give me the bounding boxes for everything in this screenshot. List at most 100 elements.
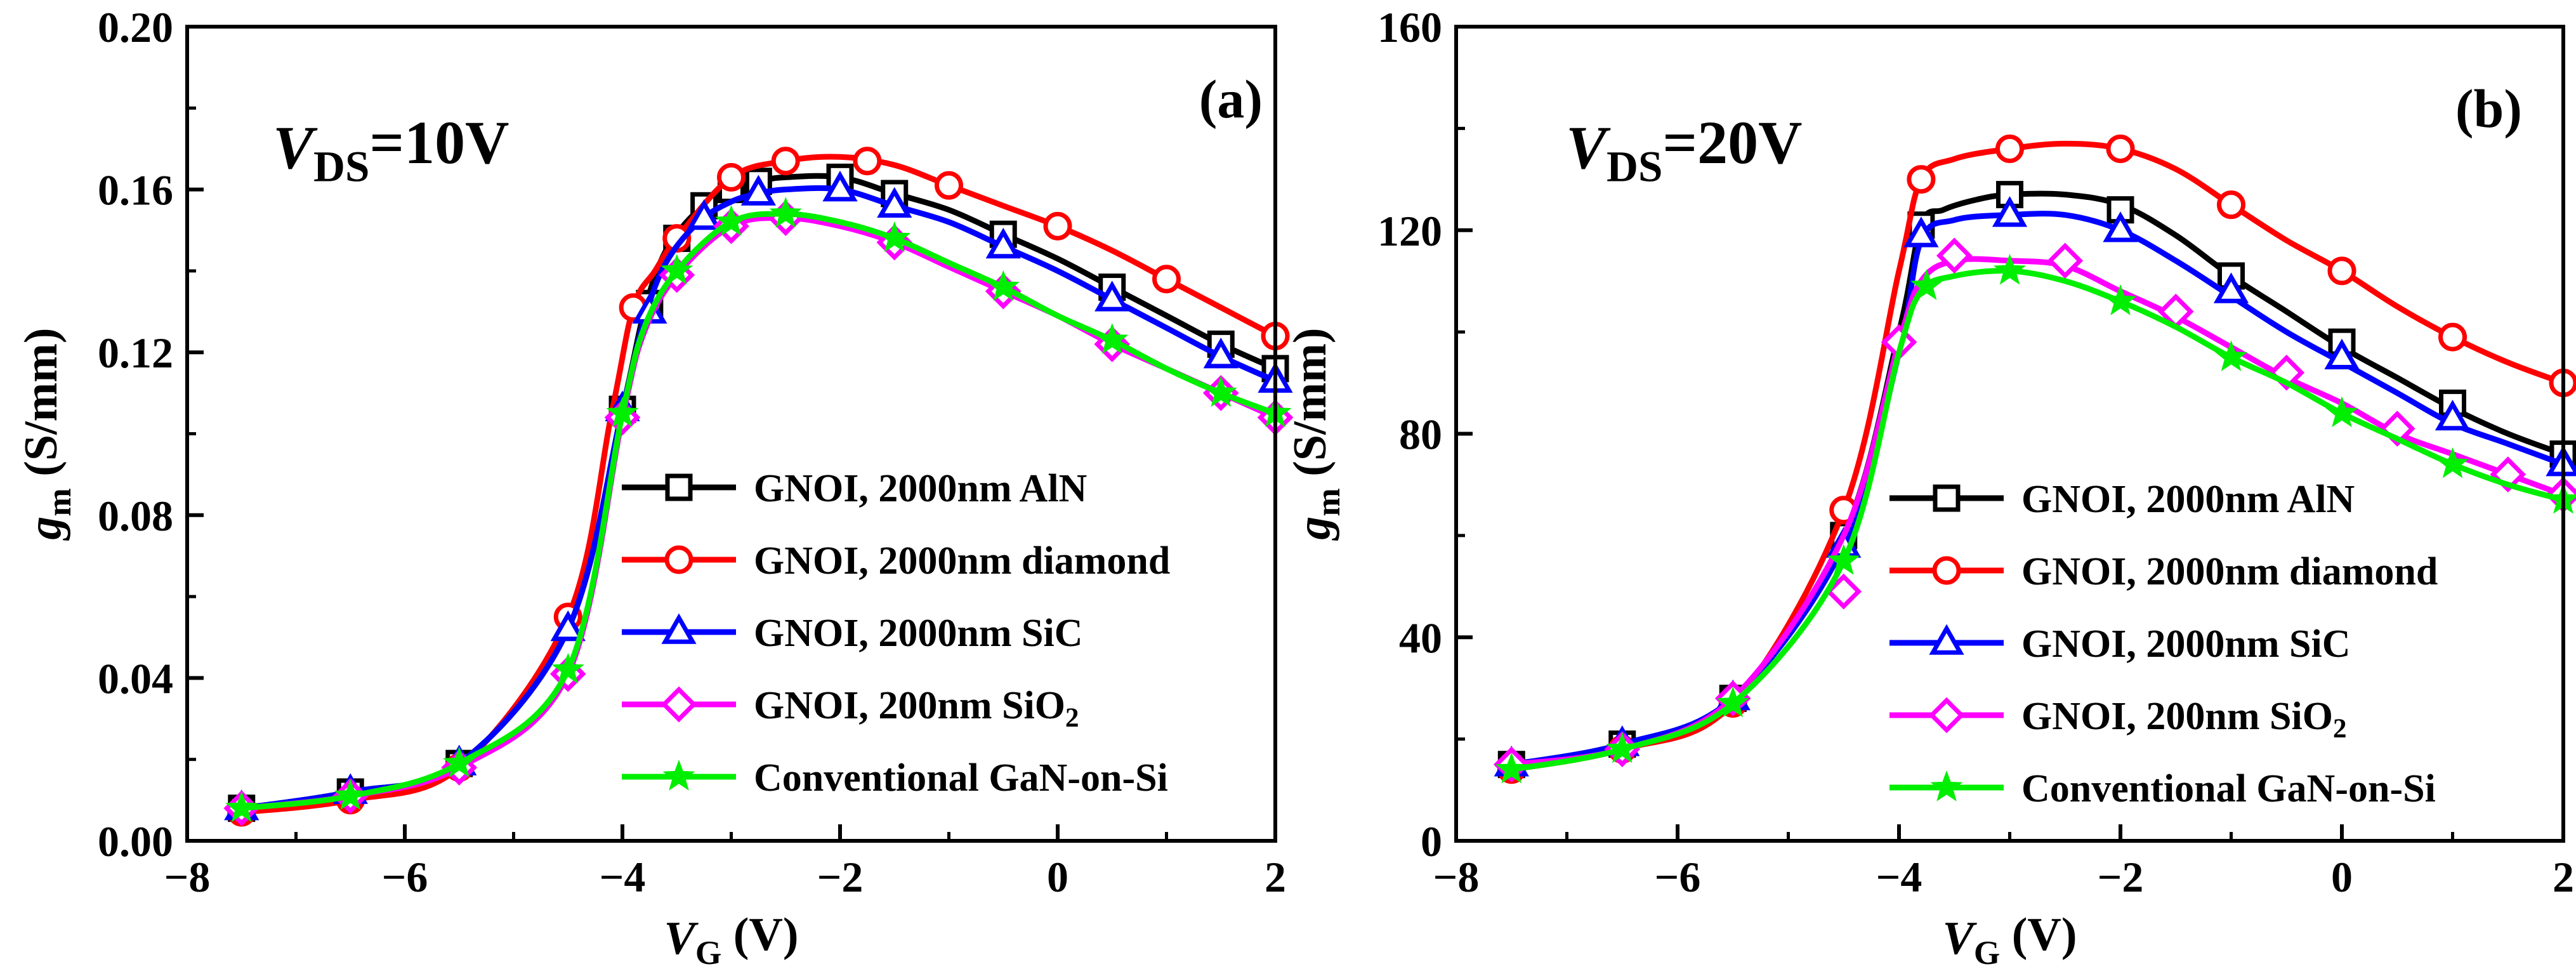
- data-point: [443, 746, 476, 777]
- data-point: [2327, 256, 2356, 286]
- y-axis-title: gm (S/mm): [1284, 327, 1347, 541]
- legend-item: GNOI, 2000nm AlN: [1889, 478, 2355, 521]
- legend-item: GNOI, 2000nm SiC: [1889, 623, 2350, 666]
- legend-label: Conventional GaN-on-Si: [754, 756, 1168, 800]
- data-point: [985, 227, 1021, 259]
- data-point: [714, 205, 748, 236]
- legend: GNOI, 2000nm AlN GNOI, 2000nm diamond GNOI…: [622, 467, 1170, 800]
- legend-marker: [1929, 624, 1964, 655]
- data-point: [877, 187, 912, 218]
- x-axis-title: VG (V): [1942, 909, 2077, 972]
- y-tick-label: 0.04: [98, 654, 173, 702]
- data-point: [1993, 254, 2027, 285]
- data-point: [660, 254, 693, 285]
- series-line: [1508, 268, 2566, 773]
- data-point: [2324, 338, 2360, 370]
- legend-label: Conventional GaN-on-Si: [2021, 767, 2436, 810]
- data-point: [1936, 237, 1973, 274]
- y-tick-label: 0.08: [98, 492, 173, 540]
- series-2: [1497, 134, 2576, 784]
- data-point: [1903, 216, 1939, 247]
- x-tick-label: −6: [1655, 853, 1701, 901]
- data-point: [853, 147, 882, 176]
- series-5: [225, 197, 1292, 822]
- data-point: [935, 171, 963, 200]
- x-tick-label: −8: [164, 853, 211, 901]
- series-line: [1508, 140, 2566, 773]
- data-point: [740, 175, 777, 206]
- legend-label: GNOI, 2000nm AlN: [754, 467, 1087, 510]
- legend-marker: [662, 760, 695, 791]
- y-tick-label: 0.12: [98, 329, 173, 377]
- y-tick-label: 0: [1421, 817, 1442, 866]
- legend-item: GNOI, 2000nm diamond: [1889, 550, 2438, 593]
- legend-item: GNOI, 2000nm AlN: [622, 467, 1087, 510]
- data-point: [2214, 340, 2248, 371]
- panel-a: −8 −6 −4 −2 0 2 0.00 0.04 0.08 0.12 0.16 0.20 VG (V)…: [15, 3, 1294, 972]
- data-point: [225, 791, 258, 822]
- data-point: [822, 171, 858, 202]
- data-point: [2047, 242, 2084, 279]
- x-tick-label: −2: [2098, 853, 2144, 901]
- series-line: [239, 185, 1278, 812]
- legend-item: Conventional GaN-on-Si: [622, 756, 1168, 800]
- data-point: [551, 652, 584, 684]
- x-axis-title: VG (V): [664, 909, 798, 972]
- legend-marker: [660, 686, 697, 723]
- data-point: [686, 199, 722, 230]
- data-point: [1043, 211, 1072, 241]
- x-tick-label: −6: [382, 853, 428, 901]
- data-point: [1606, 732, 1639, 763]
- data-point: [606, 396, 639, 428]
- legend-marker: [1928, 697, 1965, 734]
- legend-marker: [661, 613, 697, 644]
- x-tick-label: −8: [1433, 853, 1480, 901]
- y-tick-label: 120: [1377, 207, 1442, 255]
- data-point: [1716, 686, 1749, 718]
- data-point: [1825, 573, 1862, 610]
- legend-marker: [1933, 484, 1961, 512]
- data-point: [2106, 134, 2135, 163]
- condition-label: VDS=20V: [1566, 109, 1802, 191]
- data-point: [1204, 376, 1237, 407]
- data-point: [2217, 190, 2245, 220]
- legend-label: GNOI, 2000nm diamond: [2021, 550, 2438, 593]
- y-tick-label: 0.00: [98, 817, 173, 866]
- x-tick-label: −4: [1876, 853, 1922, 901]
- legend-marker: [665, 473, 693, 501]
- y-tick-label: 0.20: [98, 3, 173, 51]
- x-tick-label: −4: [600, 853, 646, 901]
- data-point: [2104, 284, 2137, 315]
- y-tick-label: 160: [1377, 3, 1442, 51]
- data-point: [1096, 323, 1129, 354]
- legend-item: Conventional GaN-on-Si: [1889, 767, 2436, 810]
- data-point: [878, 221, 911, 253]
- series-5: [1495, 254, 2576, 784]
- data-point: [2435, 399, 2471, 431]
- legend: GNOI, 2000nm AlN GNOI, 2000nm diamond GNOI…: [1889, 478, 2438, 810]
- legend-marker: [664, 545, 693, 574]
- y-tick-label: 0.16: [98, 166, 173, 214]
- data-point: [1995, 134, 2024, 163]
- x-tick-label: 0: [2331, 853, 2353, 901]
- legend-marker: [1932, 556, 1961, 585]
- data-point: [2103, 211, 2138, 242]
- legend-label: GNOI, 2000nm SiC: [2021, 623, 2350, 666]
- legend-item: GNOI, 2000nm diamond: [622, 539, 1170, 583]
- legend-item: GNOI, 200nm SiO2: [1889, 695, 2347, 744]
- x-tick-label: −2: [817, 853, 864, 901]
- y-tick-label: 80: [1399, 411, 1442, 459]
- data-point: [2325, 396, 2358, 428]
- legend-marker: [1930, 770, 1963, 801]
- data-point: [1094, 280, 1130, 312]
- panel-label: (a): [1199, 69, 1263, 129]
- x-tick-label: 2: [1265, 853, 1286, 901]
- data-point: [1495, 752, 1528, 784]
- data-point: [2213, 272, 2249, 303]
- panel-label: (b): [2455, 78, 2522, 139]
- data-point: [1907, 165, 1936, 194]
- data-point: [769, 197, 802, 228]
- legend-label: GNOI, 2000nm SiC: [754, 612, 1082, 655]
- x-tick-label: 2: [2553, 853, 2574, 901]
